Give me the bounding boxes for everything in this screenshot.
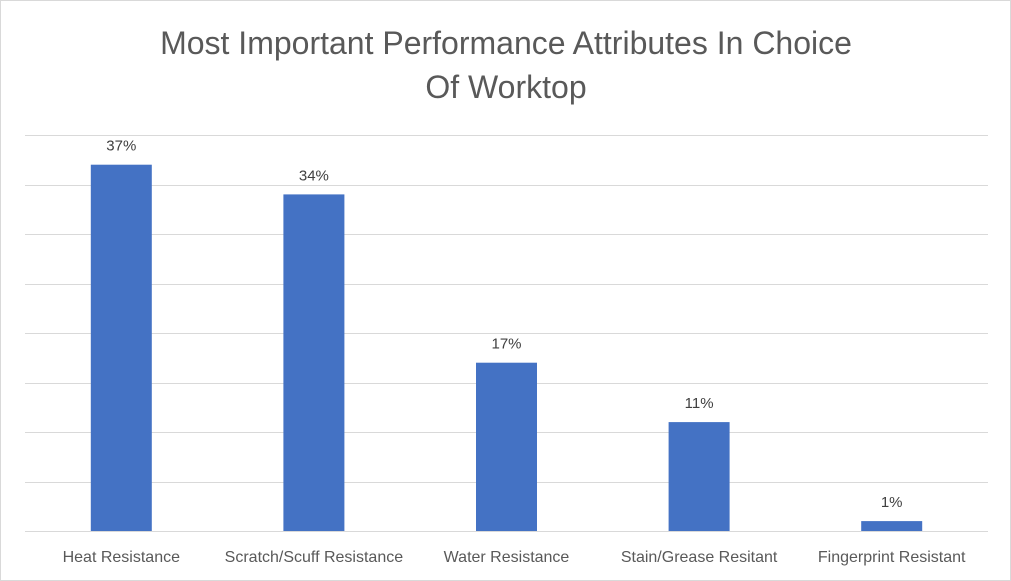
category-label: Stain/Grease Resitant bbox=[621, 549, 778, 566]
category-axis-labels: Heat Resistance Scratch/Scuff Resistance W… bbox=[63, 549, 966, 566]
category-label: Water Resistance bbox=[444, 549, 570, 566]
bar bbox=[476, 362, 537, 531]
chart-title-line-1: Most Important Performance Attributes In… bbox=[160, 25, 852, 61]
bars bbox=[90, 164, 923, 531]
data-label: 37% bbox=[106, 138, 136, 155]
data-labels: 37% 34% 17% 11% 1% bbox=[106, 138, 902, 511]
gridlines bbox=[25, 135, 988, 532]
bar bbox=[861, 521, 923, 531]
data-label: 1% bbox=[881, 494, 903, 511]
category-label: Heat Resistance bbox=[63, 549, 180, 566]
bar bbox=[90, 164, 152, 531]
data-label: 11% bbox=[685, 395, 714, 412]
bar bbox=[283, 194, 345, 531]
data-label: 17% bbox=[491, 336, 521, 353]
bar bbox=[668, 422, 730, 531]
chart-title-line-2: Of Worktop bbox=[425, 69, 586, 105]
category-label: Fingerprint Resistant bbox=[818, 549, 966, 566]
category-label: Scratch/Scuff Resistance bbox=[225, 549, 404, 566]
data-label: 34% bbox=[299, 167, 329, 184]
